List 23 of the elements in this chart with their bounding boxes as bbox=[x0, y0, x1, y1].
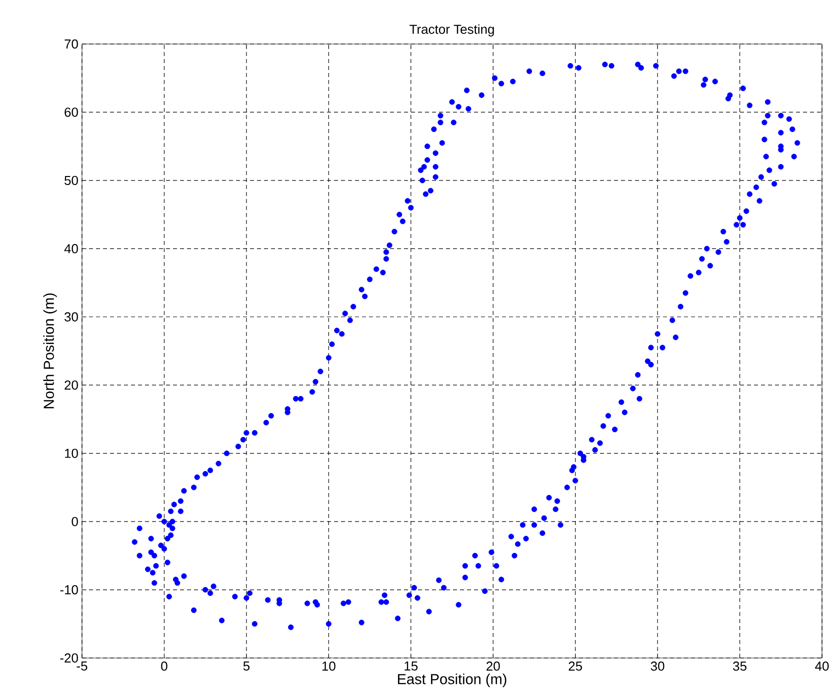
x-tick-label: -5 bbox=[76, 662, 88, 671]
x-tick-label: 0 bbox=[161, 662, 168, 671]
x-tick-label: 25 bbox=[568, 662, 582, 671]
x-tick-label: 40 bbox=[815, 662, 829, 671]
x-tick-label: 10 bbox=[322, 662, 336, 671]
y-tick-label: 60 bbox=[64, 108, 78, 117]
y-tick-label: 50 bbox=[64, 176, 78, 186]
y-tick-label: -10 bbox=[60, 585, 78, 594]
y-tick-label: 20 bbox=[64, 380, 78, 390]
x-tick-label: 20 bbox=[486, 662, 500, 671]
y-tick-label: 0 bbox=[72, 516, 78, 526]
x-tick-label: 5 bbox=[243, 662, 250, 671]
x-tick-label: 15 bbox=[404, 662, 418, 671]
y-tick-label: 40 bbox=[64, 244, 78, 254]
y-tick-label: -20 bbox=[60, 653, 78, 663]
y-tick-label: 10 bbox=[65, 448, 78, 458]
chart-title: Tractor Testing bbox=[410, 24, 494, 36]
y-tick-label: 70 bbox=[64, 39, 78, 49]
x-axis-title: East Position (m) bbox=[398, 674, 506, 688]
x-tick-label: 30 bbox=[650, 662, 664, 671]
y-tick-label: 30 bbox=[64, 312, 78, 322]
y-axis-title: North Position (m) bbox=[43, 293, 57, 408]
x-tick-label: 35 bbox=[733, 662, 746, 671]
